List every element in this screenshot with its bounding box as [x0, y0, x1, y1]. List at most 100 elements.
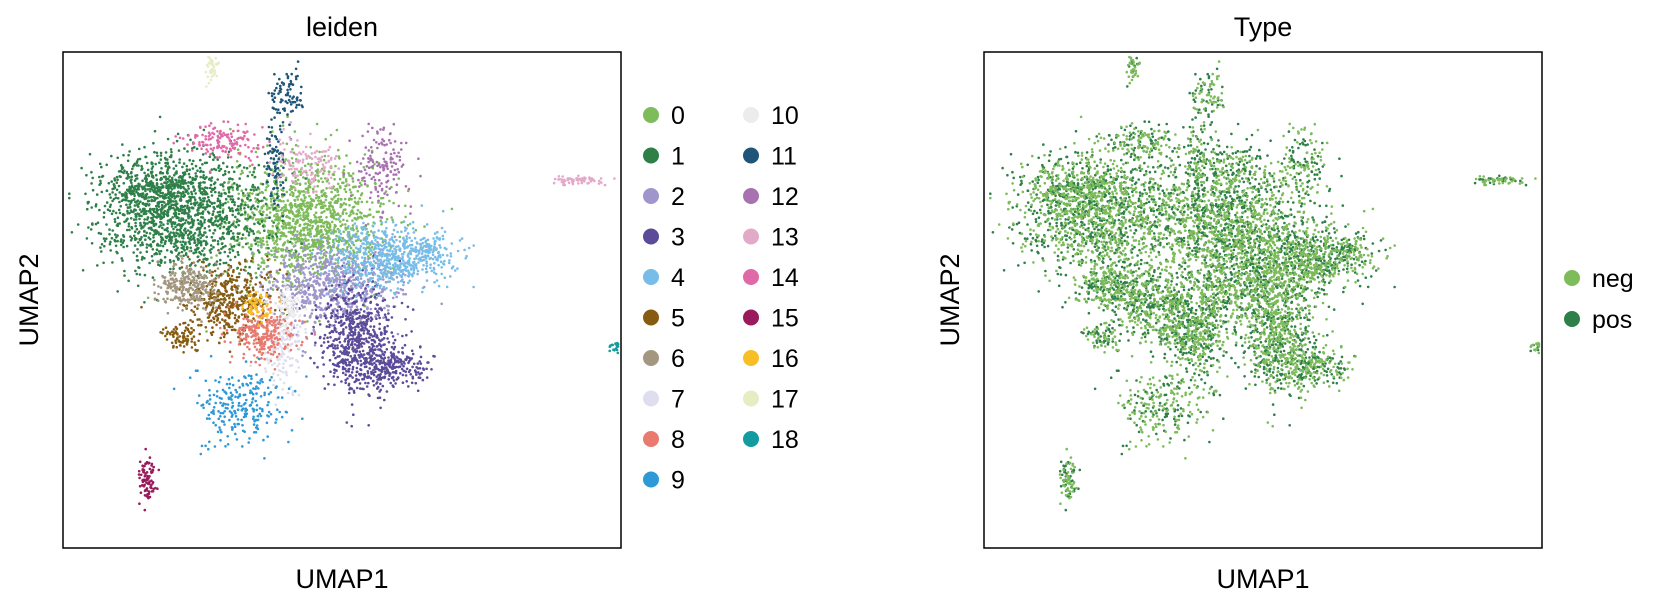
leiden-point: [337, 217, 341, 220]
leiden-point: [315, 238, 319, 242]
leiden-point: [379, 382, 382, 386]
leiden-point: [186, 150, 189, 153]
leiden-point: [325, 216, 328, 219]
leiden-point: [362, 332, 366, 335]
leiden-point: [314, 206, 318, 209]
leiden-point: [273, 242, 276, 245]
leiden-point: [232, 237, 236, 241]
leiden-point: [280, 164, 283, 168]
leiden-point: [339, 214, 342, 218]
leiden-point: [411, 352, 415, 356]
leiden-point: [376, 387, 379, 390]
leiden-point: [242, 166, 246, 169]
leiden-point: [328, 170, 331, 174]
leiden-point: [295, 265, 299, 269]
leiden-point: [293, 275, 296, 278]
leiden-point: [143, 273, 147, 277]
leiden-point: [372, 349, 375, 352]
leiden-point: [413, 369, 417, 372]
leiden-point: [144, 175, 148, 179]
leiden-point: [234, 225, 238, 229]
leiden-point: [293, 214, 297, 217]
leiden-point: [199, 204, 203, 207]
leiden-point: [326, 302, 330, 305]
leiden-point: [302, 176, 305, 179]
leiden-point: [112, 197, 116, 201]
leiden-point: [85, 237, 89, 240]
leiden-point: [113, 179, 117, 182]
leiden-point: [276, 237, 279, 240]
leiden-point: [192, 159, 195, 163]
leiden-point: [281, 211, 284, 215]
leiden-point: [204, 231, 207, 234]
leiden-point: [388, 199, 391, 203]
leiden-point: [180, 250, 184, 254]
leiden-point: [127, 153, 130, 157]
leiden-point: [165, 249, 169, 252]
leiden-point: [203, 190, 207, 193]
leiden-point: [353, 343, 357, 346]
leiden-point: [373, 222, 377, 225]
leiden-point: [339, 315, 342, 319]
leiden-point: [276, 250, 280, 253]
leiden-point: [314, 228, 318, 231]
leiden-point: [357, 291, 361, 295]
leiden-point: [374, 238, 377, 242]
leiden-point: [343, 165, 346, 168]
leiden-point: [108, 209, 112, 213]
leiden-point: [329, 228, 332, 231]
leiden-point: [210, 256, 213, 259]
leiden-point: [191, 223, 195, 227]
leiden-point: [319, 277, 322, 281]
leiden-point: [355, 212, 359, 216]
leiden-point: [397, 254, 400, 258]
leiden-point: [355, 254, 359, 257]
leiden-point: [275, 218, 278, 221]
leiden-point: [330, 214, 334, 217]
leiden-point: [390, 238, 394, 241]
leiden-point: [108, 193, 112, 196]
leiden-point: [348, 253, 352, 256]
leiden-point: [374, 247, 378, 250]
leiden-point: [240, 189, 244, 192]
leiden-point: [347, 172, 350, 175]
leiden-point: [159, 220, 162, 224]
leiden-point: [342, 261, 346, 265]
leiden-point: [159, 178, 162, 181]
leiden-point: [388, 262, 392, 266]
leiden-point: [176, 207, 180, 210]
leiden-point: [273, 214, 276, 218]
leiden-point: [111, 229, 114, 232]
leiden-point: [180, 246, 183, 250]
leiden-point: [137, 266, 140, 269]
leiden-point: [205, 235, 208, 239]
leiden-point: [252, 232, 256, 235]
leiden-point: [212, 263, 216, 267]
leiden-point: [352, 389, 356, 393]
leiden-point: [254, 242, 258, 246]
leiden-point: [379, 260, 383, 263]
leiden-point: [166, 177, 170, 181]
leiden-point: [328, 281, 332, 285]
leiden-point: [314, 196, 318, 200]
leiden-point: [348, 388, 351, 391]
leiden-point: [405, 237, 409, 240]
leiden-point: [316, 316, 319, 320]
leiden-point: [127, 222, 131, 225]
leiden-point: [165, 193, 169, 197]
leiden-point: [318, 232, 321, 235]
leiden-point: [413, 260, 416, 264]
leiden-point: [402, 364, 405, 368]
leiden-point: [262, 259, 265, 262]
leiden-point: [334, 320, 338, 324]
leiden-point: [301, 306, 305, 309]
leiden-point: [345, 369, 348, 373]
leiden-point: [337, 337, 341, 341]
leiden-point: [304, 237, 307, 240]
leiden-point: [326, 275, 329, 279]
leiden-point: [417, 371, 420, 374]
leiden-point: [323, 271, 327, 275]
leiden-point: [339, 248, 343, 252]
leiden-point: [369, 376, 373, 380]
leiden-point: [227, 181, 230, 185]
